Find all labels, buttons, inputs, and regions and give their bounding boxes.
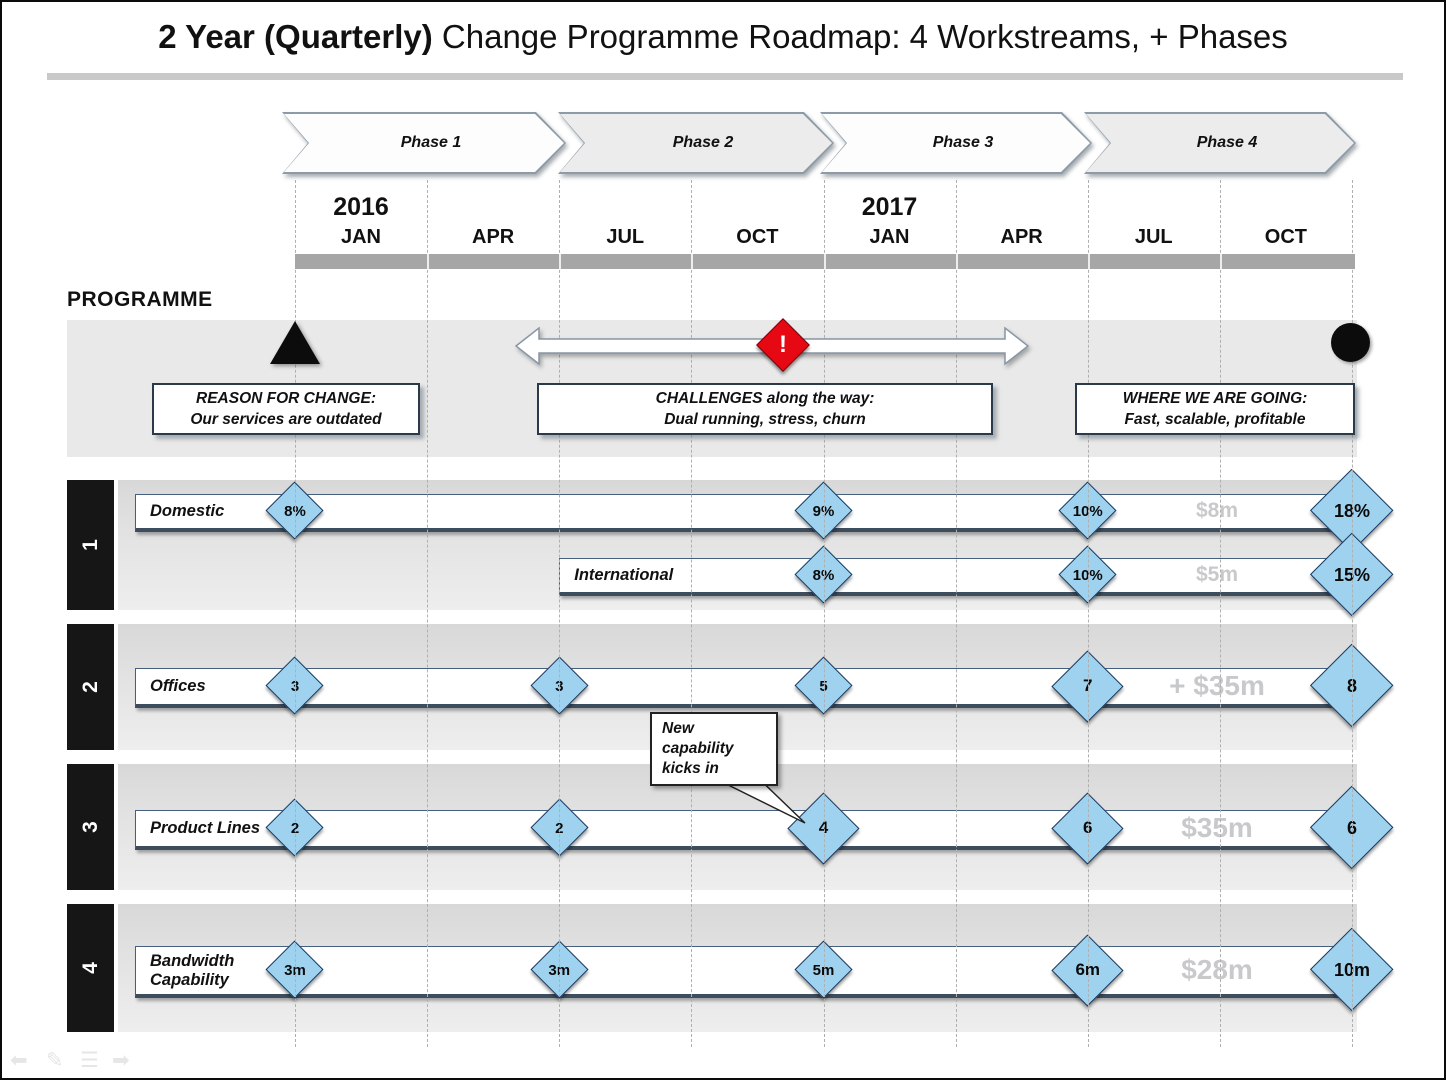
- phase-label: Phase 2: [672, 134, 734, 151]
- quarter-label: APR: [1000, 226, 1043, 248]
- quarter-gridline: [427, 180, 429, 1047]
- challenges-box: CHALLENGES along the way: Dual running, …: [537, 383, 993, 435]
- quarter-label: JAN: [340, 226, 382, 248]
- phase-label: Phase 1: [400, 134, 462, 151]
- quarter-label: JUL: [606, 226, 645, 248]
- where-body: Fast, scalable, profitable: [1124, 411, 1306, 428]
- phase-arrow-fill: [822, 114, 1090, 172]
- milestone-diamond: 8: [1309, 643, 1395, 729]
- pen-tool-icon[interactable]: ✎: [46, 1049, 64, 1072]
- alert-exclamation: !: [779, 331, 787, 358]
- workstream-bar: Product Lines: [135, 810, 1354, 850]
- quarter-gridline: [559, 180, 561, 1047]
- phase-arrow: Phase 1: [282, 112, 566, 174]
- phase-arrow-fill: [1086, 114, 1354, 172]
- workstream-number: 2: [78, 681, 102, 693]
- workstream-bar: Domestic: [135, 494, 1354, 532]
- quarter-gridline: [691, 180, 693, 1047]
- challenges-body: Dual running, stress, churn: [664, 411, 866, 428]
- reason-body: Our services are outdated: [190, 411, 382, 428]
- workstream-number-tab: 2: [67, 624, 114, 750]
- workstream-bar-label: Bandwidth Capability: [150, 951, 235, 989]
- workstream-band: Domestic $8m 8% 9% 10% 18% International $5m 8% 1…: [118, 468, 1395, 618]
- timeline-tick: [427, 254, 430, 269]
- milestone-diamond: 6m: [1051, 934, 1124, 1006]
- quarter-gridline: [823, 180, 825, 1047]
- timeline-tick: [559, 254, 562, 269]
- timeline-tick: [1087, 254, 1090, 269]
- year-label: 2016: [333, 193, 389, 221]
- phase-label: Phase 3: [932, 134, 994, 151]
- callout-text: New capability kicks in: [662, 720, 734, 777]
- phase-arrow-fill: [284, 114, 564, 172]
- quarter-gridline: [1219, 180, 1221, 1047]
- reason-for-change-box: REASON FOR CHANGE: Our services are outd…: [152, 383, 420, 435]
- workstream-number-tab: 1: [67, 480, 114, 610]
- money-label: $35m: [1181, 812, 1253, 843]
- milestone-value: 6: [1346, 817, 1357, 838]
- workstream-bar-label: Product Lines: [150, 819, 261, 837]
- title-divider: [47, 73, 1403, 80]
- timeline-tick: [691, 254, 694, 269]
- workstream-number: 3: [78, 821, 102, 833]
- quarter-gridline: [295, 180, 296, 1047]
- phase-arrow: Phase 2: [558, 112, 834, 174]
- timeline-tick: [1219, 254, 1222, 269]
- timeline-bar: [295, 254, 1355, 269]
- workstream-number-tab: 3: [67, 764, 114, 890]
- next-slide-icon[interactable]: ➡: [112, 1049, 130, 1072]
- quarter-label: OCT: [1264, 226, 1307, 248]
- challenges-title: CHALLENGES along the way:: [655, 390, 875, 407]
- start-triangle-marker: [270, 321, 320, 364]
- quarter-label: OCT: [736, 226, 779, 248]
- workstream-bar-label: Offices: [150, 677, 206, 695]
- timeline-tick: [955, 254, 958, 269]
- quarter-label: JAN: [869, 226, 910, 248]
- alert-diamond-icon: !: [756, 318, 810, 372]
- slide-menu-icon[interactable]: ☰: [80, 1049, 99, 1072]
- phase-arrow-fill: [560, 114, 832, 172]
- phase-label: Phase 4: [1196, 134, 1258, 151]
- workstream-bar-label: Domestic: [150, 502, 225, 520]
- where-we-are-going-box: WHERE WE ARE GOING: Fast, scalable, prof…: [1075, 383, 1355, 435]
- timeline-tick: [823, 254, 826, 269]
- page-title: 2 Year (Quarterly) Change Programme Road…: [2, 18, 1444, 56]
- quarter-gridline: [955, 180, 957, 1047]
- money-label: + $35m: [1169, 670, 1265, 701]
- callout-new-capability: New capability kicks in: [650, 712, 778, 786]
- workstream-number-tab: 4: [67, 904, 114, 1032]
- money-label: $5m: [1195, 563, 1239, 586]
- quarter-gridline: [1087, 180, 1089, 1047]
- milestone-value: 6m: [1075, 960, 1101, 979]
- programme-label: PROGRAMME: [67, 288, 213, 311]
- workstream-band: Bandwidth Capability $28m 3m 3m 5m 6m 10m: [118, 904, 1395, 1032]
- quarter-label: APR: [472, 226, 515, 248]
- workstream-number: 1: [78, 539, 102, 551]
- title-emphasis: 2 Year (Quarterly): [158, 18, 433, 55]
- workstream-number: 4: [78, 962, 102, 974]
- workstream-bar-label: International: [574, 566, 674, 584]
- money-label: $28m: [1181, 954, 1253, 985]
- title-rest: Change Programme Roadmap: 4 Workstreams,…: [432, 18, 1288, 55]
- money-label: $8m: [1195, 499, 1239, 522]
- quarter-gridline: [1352, 180, 1353, 1047]
- workstream-bar: Bandwidth Capability: [135, 946, 1354, 998]
- end-circle-marker: [1331, 323, 1370, 362]
- prev-slide-icon[interactable]: ⬅: [10, 1049, 28, 1072]
- milestone-diamond: 6: [1309, 785, 1395, 871]
- milestone-value: 8: [1346, 675, 1357, 696]
- workstream-bar: Offices: [135, 668, 1354, 708]
- phase-arrow: Phase 3: [820, 112, 1092, 174]
- quarter-label: JUL: [1134, 226, 1173, 248]
- where-title: WHERE WE ARE GOING:: [1122, 390, 1308, 407]
- reason-title: REASON FOR CHANGE:: [196, 390, 376, 407]
- year-label: 2017: [861, 193, 918, 221]
- phase-arrow: Phase 4: [1084, 112, 1356, 174]
